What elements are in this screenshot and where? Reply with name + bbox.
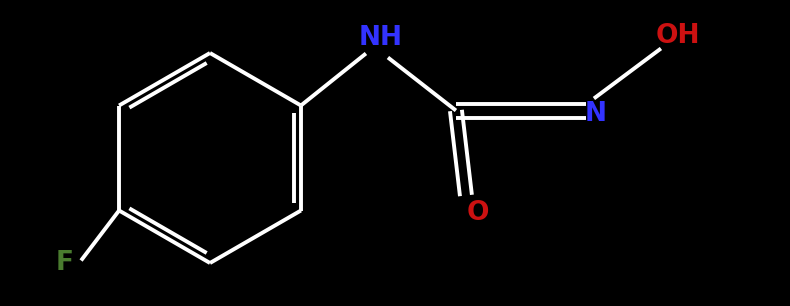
- Text: F: F: [56, 249, 74, 275]
- Text: N: N: [585, 100, 607, 126]
- Text: OH: OH: [656, 23, 700, 48]
- Text: NH: NH: [359, 24, 403, 50]
- Text: O: O: [467, 200, 489, 226]
